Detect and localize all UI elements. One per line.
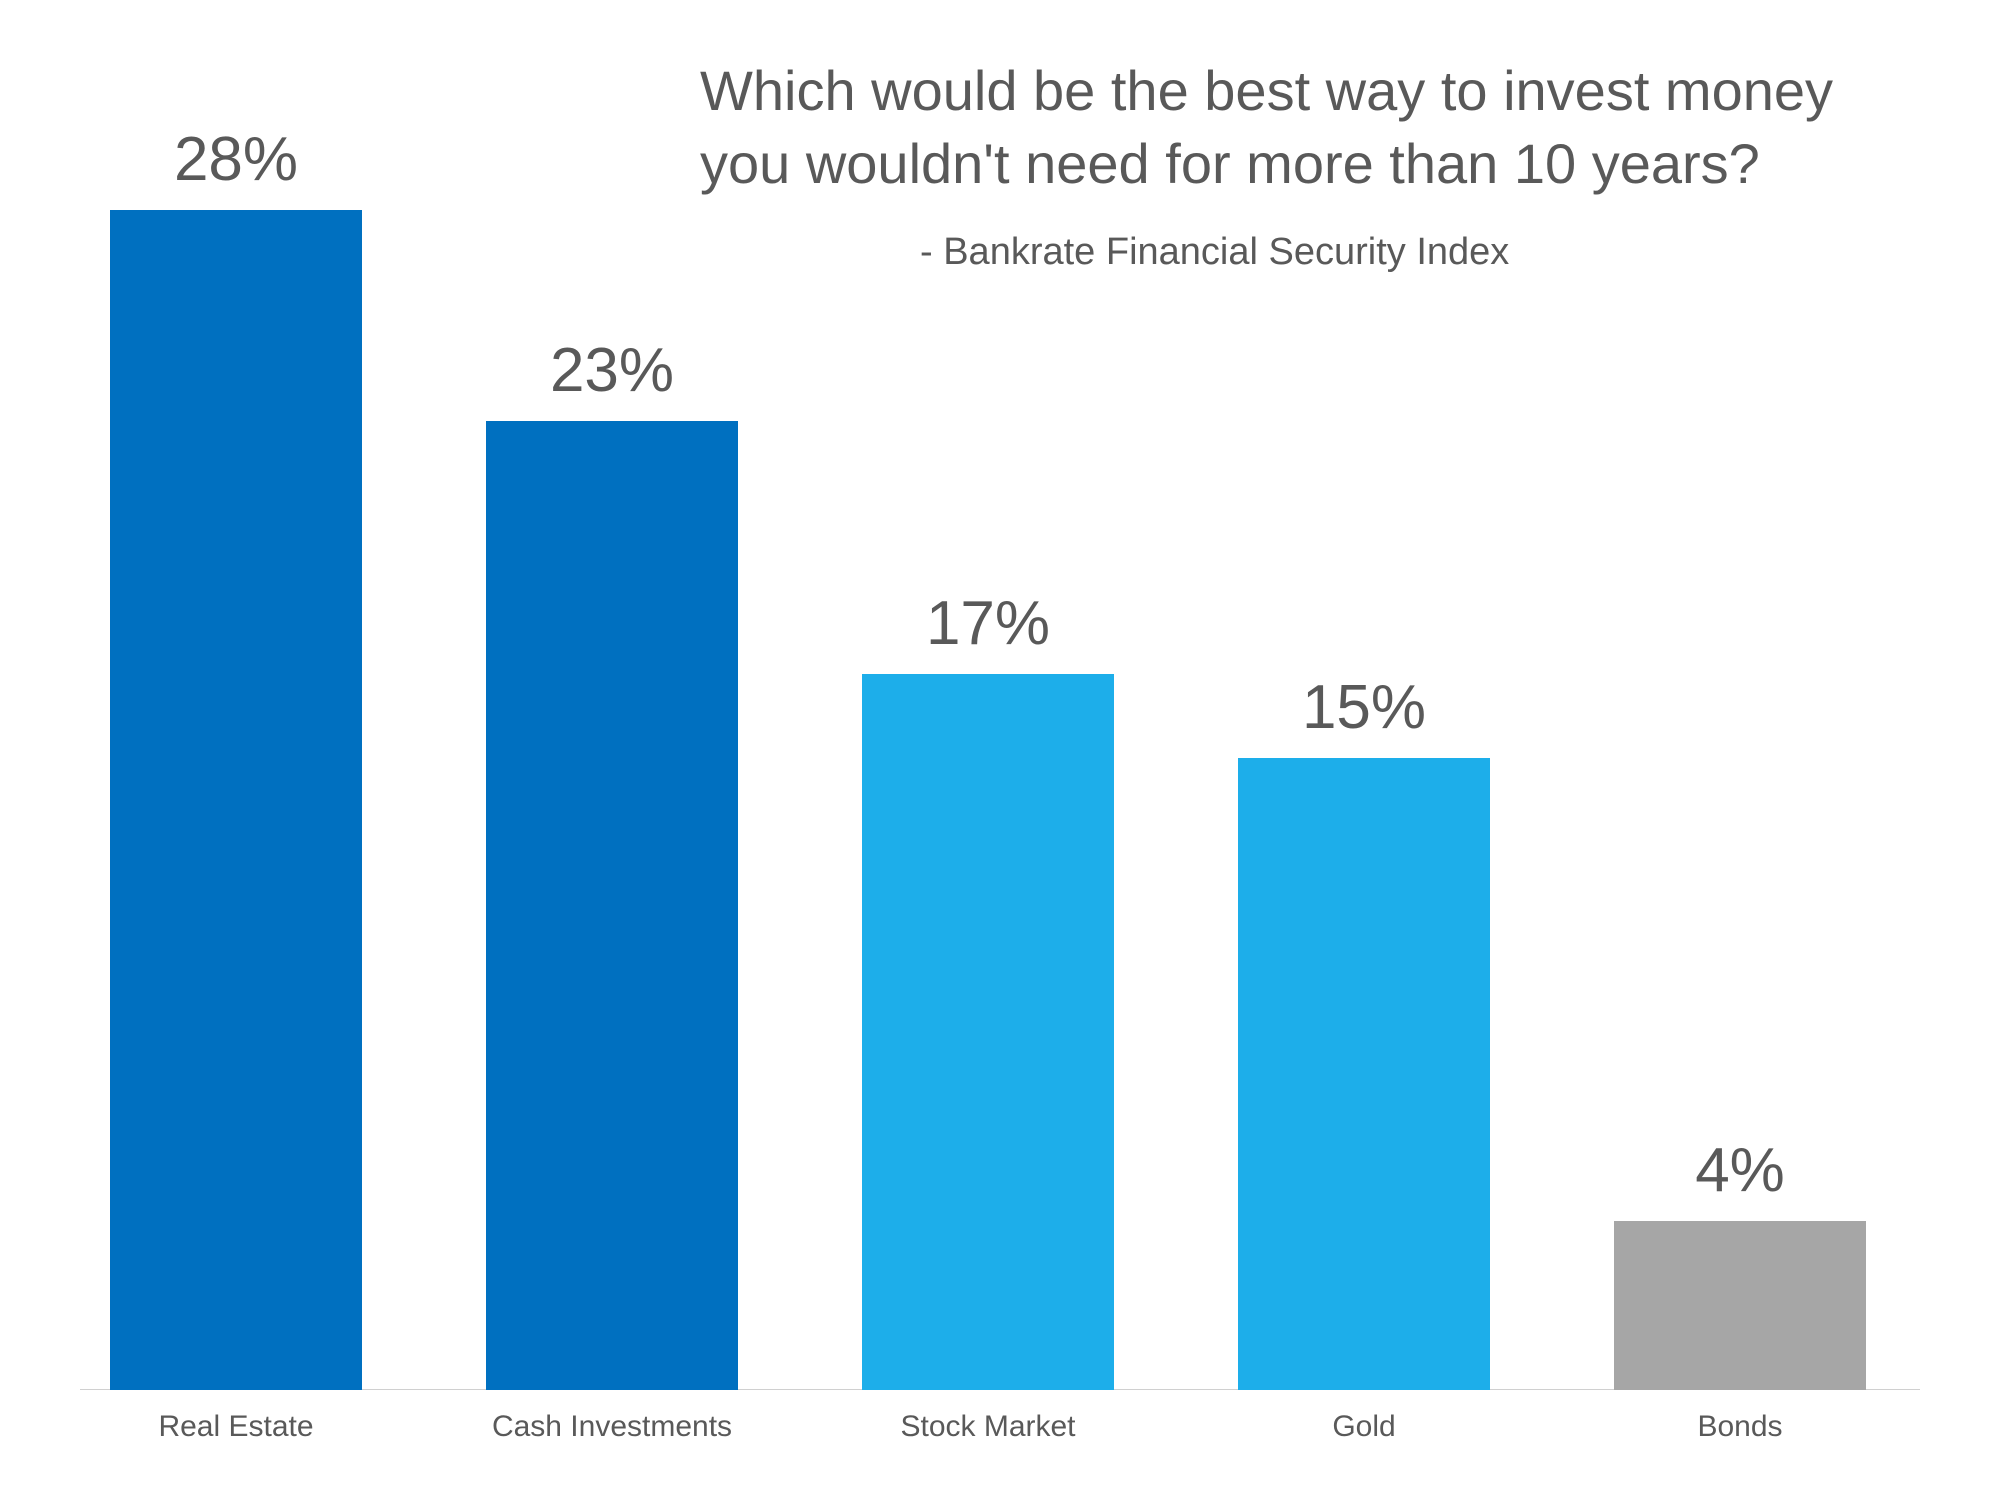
x-axis: Real EstateCash InvestmentsStock MarketG…	[80, 1390, 1920, 1460]
bar	[1238, 758, 1490, 1390]
bar-value-label: 4%	[1590, 1135, 1890, 1206]
bar-value-label: 28%	[86, 124, 386, 195]
bar-group: 23%	[486, 421, 738, 1390]
x-axis-label: Cash Investments	[446, 1410, 778, 1444]
plot-area: 28% 23% 17% 15% 4%	[80, 120, 1920, 1390]
x-axis-label: Gold	[1198, 1410, 1530, 1444]
bar-group: 17%	[862, 674, 1114, 1390]
x-axis-label: Stock Market	[822, 1410, 1154, 1444]
bar	[486, 421, 738, 1390]
bar-value-label: 23%	[462, 335, 762, 406]
bar-value-label: 15%	[1214, 672, 1514, 743]
bar-group: 4%	[1614, 1221, 1866, 1390]
bar	[110, 210, 362, 1390]
bar-group: 15%	[1238, 758, 1490, 1390]
x-axis-label: Bonds	[1574, 1410, 1906, 1444]
x-axis-label: Real Estate	[70, 1410, 402, 1444]
bar-value-label: 17%	[838, 588, 1138, 659]
chart-container: Which would be the best way to invest mo…	[80, 40, 1920, 1460]
bar-group: 28%	[110, 210, 362, 1390]
bar	[862, 674, 1114, 1390]
bar	[1614, 1221, 1866, 1390]
